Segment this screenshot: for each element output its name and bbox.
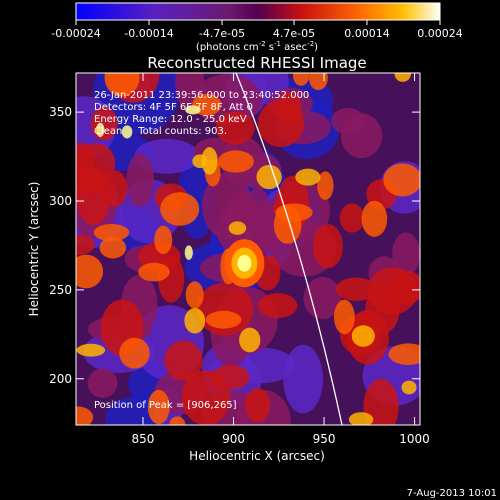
heatmap-peak [237, 254, 252, 272]
heatmap-blob [392, 232, 420, 276]
heatmap-blob [185, 105, 201, 115]
heatmap-blob [76, 343, 106, 357]
heatmap-blob [169, 416, 186, 425]
heatmap-blob [340, 113, 383, 159]
chart-title: Reconstructed RHESSI Image [147, 54, 366, 72]
colorbar-tick-label: 0.00024 [417, 27, 463, 40]
heatmap-blob [138, 262, 170, 282]
colorbar-tick-label: 4.7e-05 [273, 27, 315, 40]
heatmap-blob [185, 281, 204, 309]
info-line: 26-Jan-2011 23:39:56.000 to 23:40:52.000 [94, 90, 309, 101]
heatmap-blob [365, 285, 400, 334]
y-tick-label: 350 [49, 105, 72, 119]
heatmap-blob [160, 192, 200, 226]
heatmap-blob [313, 224, 343, 269]
heatmap-blob [348, 412, 374, 425]
heatmap-blob [76, 143, 116, 184]
heatmap-blob [205, 310, 242, 329]
colorbar-tick-label: -0.00024 [51, 27, 100, 40]
y-axis-label: Heliocentric Y (arcsec) [27, 182, 41, 317]
heatmap-blob [201, 147, 218, 175]
x-tick-label: 850 [132, 432, 155, 446]
heatmap-blob [228, 221, 247, 235]
heatmap-blob [361, 200, 388, 237]
heatmap-blob [257, 99, 304, 147]
heatmap-blob [184, 245, 193, 260]
heatmap-blob [99, 237, 127, 259]
heatmap-blob [295, 168, 321, 186]
heatmap-blob [212, 364, 250, 390]
y-tick-label: 250 [49, 283, 72, 297]
heatmap-blob [87, 368, 118, 398]
heatmap-blob [93, 223, 130, 242]
heatmap-blob [351, 325, 375, 347]
colorbar [75, 2, 441, 21]
footer-date: 7-Aug-2013 10:01 [407, 488, 497, 499]
heatmap-blob [258, 293, 298, 319]
heatmap-blob [339, 203, 365, 233]
heatmap-blob [308, 73, 328, 91]
colorbar-units: (photons cm-2 s-1 asec-2) [196, 40, 318, 53]
heatmap-blob [192, 154, 208, 169]
heatmap-blob [388, 343, 420, 365]
heatmap-blob [215, 111, 255, 145]
heatmap-blob [390, 270, 420, 305]
x-axis-label: Heliocentric X (arcsec) [189, 449, 325, 463]
heatmap-blob [333, 299, 355, 335]
heatmap-blob [394, 73, 412, 82]
colorbar-tick-label: 0.00014 [344, 27, 390, 40]
heatmap-blob [164, 340, 203, 381]
colorbar-tick-label: -4.7e-05 [199, 27, 245, 40]
heatmap-blob [317, 171, 334, 200]
heatmap-blob [383, 163, 420, 197]
solar-limb-line [235, 73, 343, 425]
heatmap-blob [401, 380, 417, 395]
heatmap-blob [76, 406, 94, 425]
heatmap-blob [102, 170, 128, 207]
heatmap-blob [217, 150, 254, 173]
heatmap-blob [126, 153, 154, 207]
colorbar-ticks [75, 20, 441, 25]
heatmap-blob [275, 203, 313, 222]
peak-position-text: Position of Peak = [906,265] [94, 400, 237, 411]
heatmap-blob [335, 277, 377, 301]
info-line: Detectors: 4F 5F 6F 7F 8F, Att 0 [94, 102, 253, 113]
heatmap-blob [121, 125, 133, 139]
heatmap-blob [283, 344, 324, 414]
x-tick-label: 950 [313, 432, 336, 446]
heatmap-blob [119, 337, 150, 369]
heatmap-blob [303, 276, 342, 320]
heatmap-blob [147, 389, 170, 425]
y-tick-label: 300 [49, 194, 72, 208]
x-tick-label: 1000 [399, 432, 430, 446]
heatmap-image [76, 73, 420, 425]
heatmap-blob [76, 233, 96, 256]
heatmap-blob [154, 225, 173, 255]
x-tick-label: 900 [222, 432, 245, 446]
heatmap-blob [245, 387, 271, 423]
heatmap-blob [104, 73, 140, 97]
colorbar-tick-label: -0.00014 [124, 27, 173, 40]
info-line: Clean Total counts: 903. [94, 126, 227, 137]
heatmap-blob [363, 378, 399, 425]
plot-frame [75, 72, 421, 426]
heatmap-blob [239, 327, 261, 353]
heatmap-blob [216, 200, 282, 259]
info-line: Energy Range: 12.0 - 25.0 keV [94, 114, 247, 125]
y-tick-label: 200 [49, 372, 72, 386]
heatmap-blob [96, 122, 105, 137]
heatmap-blob [76, 254, 104, 289]
heatmap-blob [256, 164, 282, 190]
heatmap-blob [184, 307, 206, 334]
heatmap-blob [293, 73, 310, 86]
